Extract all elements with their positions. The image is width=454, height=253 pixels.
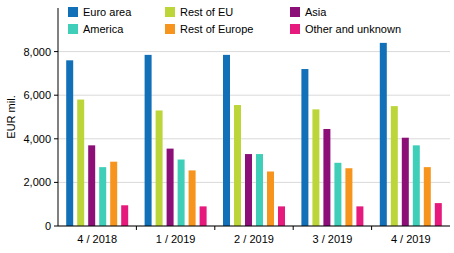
bar bbox=[345, 168, 352, 226]
bar bbox=[189, 170, 196, 226]
bar bbox=[356, 206, 363, 226]
bar bbox=[66, 60, 73, 226]
legend-swatch bbox=[68, 24, 78, 34]
x-axis bbox=[58, 226, 450, 227]
category-label: 4 / 2019 bbox=[391, 233, 431, 245]
tick-label: 2,000 bbox=[23, 176, 51, 188]
chart: 0 2,000 4,000 6,000 8,000 EUR mil. 4 / 2018 1 /… bbox=[0, 0, 454, 253]
tick-label: 0 bbox=[45, 220, 51, 232]
bar bbox=[99, 167, 106, 226]
bar bbox=[234, 105, 241, 226]
legend-swatch bbox=[290, 7, 300, 17]
category-tick bbox=[136, 226, 137, 230]
bar bbox=[312, 109, 319, 226]
bars bbox=[66, 43, 442, 226]
category-label: 1 / 2019 bbox=[156, 233, 196, 245]
category-label: 3 / 2019 bbox=[313, 233, 353, 245]
tick-label: 4,000 bbox=[23, 133, 51, 145]
bar bbox=[323, 129, 330, 226]
bar bbox=[156, 110, 163, 226]
tick-mark bbox=[54, 226, 58, 227]
bar bbox=[167, 149, 174, 226]
legend-label: Euro area bbox=[83, 6, 132, 18]
legend-label: Other and unknown bbox=[305, 23, 401, 35]
bar bbox=[77, 100, 84, 226]
legend-swatch bbox=[165, 7, 175, 17]
bar bbox=[145, 55, 152, 226]
category-tick bbox=[293, 226, 294, 230]
bar bbox=[110, 162, 117, 226]
legend-swatch bbox=[165, 24, 175, 34]
axis-title: EUR mil. bbox=[5, 95, 17, 138]
legend: Euro area Rest of EU Asia America Rest of Eu… bbox=[68, 6, 401, 35]
tick-mark bbox=[54, 51, 58, 52]
bar bbox=[413, 145, 420, 226]
grid-line bbox=[58, 51, 450, 52]
bar bbox=[200, 206, 207, 226]
bar bbox=[435, 203, 442, 226]
tick-mark bbox=[54, 138, 58, 139]
bar bbox=[402, 138, 409, 226]
category-tick bbox=[214, 226, 215, 230]
category-tick bbox=[371, 226, 372, 230]
grid-line bbox=[58, 95, 450, 96]
bar bbox=[121, 205, 128, 226]
legend-label: Rest of Europe bbox=[180, 23, 253, 35]
bar bbox=[278, 206, 285, 226]
bar bbox=[245, 154, 252, 226]
legend-swatch bbox=[290, 24, 300, 34]
category-label: 2 / 2019 bbox=[234, 233, 274, 245]
bar bbox=[88, 145, 95, 226]
legend-swatch bbox=[68, 7, 78, 17]
tick-mark bbox=[54, 182, 58, 183]
grid-line bbox=[58, 226, 450, 227]
bar bbox=[223, 55, 230, 226]
tick-mark bbox=[54, 95, 58, 96]
bar bbox=[334, 163, 341, 226]
bar bbox=[256, 154, 263, 226]
legend-label: Rest of EU bbox=[180, 6, 233, 18]
bar bbox=[178, 160, 185, 226]
bar bbox=[267, 172, 274, 227]
legend-label: Asia bbox=[305, 6, 327, 18]
bar bbox=[301, 69, 308, 226]
legend-label: America bbox=[83, 23, 124, 35]
bar bbox=[391, 106, 398, 226]
bar bbox=[424, 167, 431, 226]
tick-label: 6,000 bbox=[23, 89, 51, 101]
y-axis bbox=[58, 8, 59, 226]
tick-label: 8,000 bbox=[23, 46, 51, 58]
category-label: 4 / 2018 bbox=[77, 233, 117, 245]
bar bbox=[380, 43, 387, 226]
